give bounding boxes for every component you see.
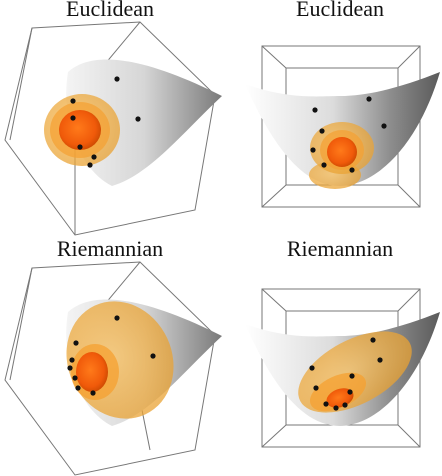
- shape: [397, 288, 421, 312]
- data-point: [69, 357, 75, 363]
- panel-title: Riemannian: [57, 236, 163, 261]
- data-point: [349, 373, 355, 379]
- panel-bottom-left: [4, 261, 222, 476]
- data-points: [70, 76, 141, 168]
- data-point: [77, 144, 83, 150]
- shape: [397, 424, 421, 448]
- shape: [9, 27, 33, 141]
- panel-title: Riemannian: [287, 236, 393, 261]
- data-point: [319, 128, 325, 134]
- shape: [261, 424, 287, 448]
- data-point: [370, 337, 376, 343]
- shape: [397, 45, 421, 69]
- data-point: [70, 115, 76, 121]
- data-point: [150, 353, 156, 359]
- panel-title: Euclidean: [66, 0, 154, 21]
- panel-top-left: [4, 21, 222, 236]
- panel-top-right: [245, 45, 440, 208]
- data-point: [381, 123, 387, 129]
- data-point: [347, 389, 353, 395]
- data-point: [313, 385, 319, 391]
- data-point: [114, 315, 120, 321]
- data-point: [349, 167, 355, 173]
- data-point: [342, 402, 348, 408]
- shape: [9, 267, 33, 381]
- data-point: [377, 357, 383, 363]
- data-point: [323, 401, 329, 407]
- data-points: [309, 337, 383, 411]
- data-point: [333, 405, 339, 411]
- shape: [261, 184, 287, 208]
- data-point: [73, 340, 79, 346]
- data-point: [72, 375, 78, 381]
- ellipsoid: [327, 137, 357, 167]
- data-point: [321, 162, 327, 168]
- data-point: [114, 76, 120, 82]
- data-points: [67, 315, 156, 396]
- data-point: [366, 96, 372, 102]
- data-point: [90, 390, 96, 396]
- data-point: [70, 98, 76, 104]
- shape: [261, 45, 287, 69]
- ellipsoid: [76, 352, 108, 392]
- data-point: [309, 365, 315, 371]
- ellipsoid: [59, 110, 101, 150]
- data-point: [91, 154, 97, 160]
- panel-title: Euclidean: [296, 0, 384, 21]
- data-point: [312, 107, 318, 113]
- data-points: [310, 96, 387, 173]
- shape: [261, 288, 287, 312]
- data-point: [310, 147, 316, 153]
- shape: [397, 184, 421, 208]
- data-point: [75, 385, 81, 391]
- data-point: [87, 162, 93, 168]
- data-point: [67, 365, 73, 371]
- data-point: [135, 116, 141, 122]
- ellipsoid: [66, 301, 174, 419]
- panel-bottom-right: [245, 288, 440, 448]
- ellipsoid: [326, 388, 354, 408]
